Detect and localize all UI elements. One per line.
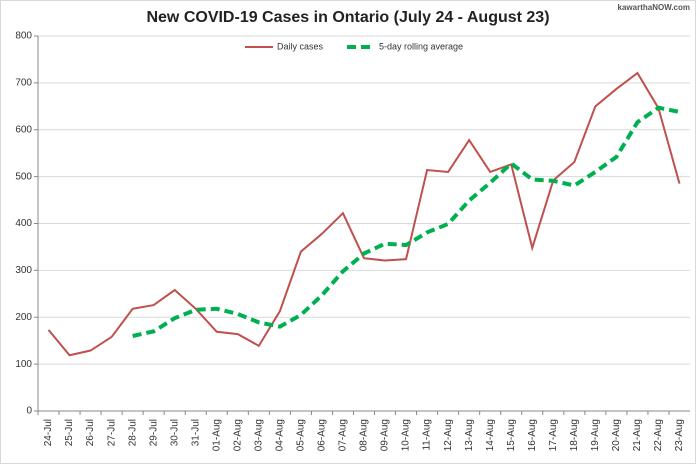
x-tick-label: 05-Aug xyxy=(296,419,307,451)
x-tick-label: 23-Aug xyxy=(674,419,685,451)
x-tick-label: 08-Aug xyxy=(359,419,370,451)
x-tick-label: 12-Aug xyxy=(443,419,454,451)
watermark: kawarthaNOW.com xyxy=(618,3,690,12)
x-tick-label: 02-Aug xyxy=(232,419,243,451)
series-line xyxy=(132,105,680,338)
x-tick-label: 26-Jul xyxy=(85,419,96,446)
x-tick-label: 18-Aug xyxy=(569,419,580,451)
y-tick-label: 100 xyxy=(15,359,32,370)
x-tick-label: 13-Aug xyxy=(464,419,475,451)
series-line xyxy=(47,71,681,357)
y-tick-label: 600 xyxy=(15,124,32,135)
y-tick-label: 400 xyxy=(15,218,32,229)
x-tick-label: 24-Jul xyxy=(43,419,54,446)
x-tick-label: 17-Aug xyxy=(548,419,559,451)
x-tick-label: 16-Aug xyxy=(527,419,538,451)
x-tick-label: 25-Jul xyxy=(64,419,75,446)
x-tick-label: 11-Aug xyxy=(422,419,433,451)
x-tick-label: 04-Aug xyxy=(275,419,286,451)
x-tick-label: 27-Jul xyxy=(106,419,117,446)
x-tick-label: 15-Aug xyxy=(506,419,517,451)
y-tick-label: 700 xyxy=(15,78,32,89)
legend-label: 5-day rolling average xyxy=(379,41,463,51)
x-tick-label: 21-Aug xyxy=(632,419,643,451)
x-tick-label: 22-Aug xyxy=(653,419,664,451)
chart-title: New COVID-19 Cases in Ontario (July 24 -… xyxy=(146,9,549,26)
y-tick-label: 0 xyxy=(26,406,32,417)
x-tick-label: 31-Jul xyxy=(190,419,201,446)
x-tick-label: 06-Aug xyxy=(317,419,328,451)
x-tick-label: 19-Aug xyxy=(590,419,601,451)
x-tick-label: 29-Jul xyxy=(148,419,159,446)
y-tick-label: 300 xyxy=(15,265,32,276)
x-tick-label: 28-Jul xyxy=(127,419,138,446)
legend-label: Daily cases xyxy=(277,41,324,51)
x-tick-label: 14-Aug xyxy=(485,419,496,451)
x-tick-label: 09-Aug xyxy=(380,419,391,451)
y-tick-label: 500 xyxy=(15,171,32,182)
x-tick-label: 07-Aug xyxy=(338,419,349,451)
x-tick-label: 03-Aug xyxy=(253,419,264,451)
x-tick-label: 10-Aug xyxy=(401,419,412,451)
x-tick-label: 01-Aug xyxy=(211,419,222,451)
x-tick-label: 30-Jul xyxy=(169,419,180,446)
y-tick-label: 800 xyxy=(15,31,32,42)
x-tick-label: 20-Aug xyxy=(611,419,622,451)
y-tick-label: 200 xyxy=(15,312,32,323)
